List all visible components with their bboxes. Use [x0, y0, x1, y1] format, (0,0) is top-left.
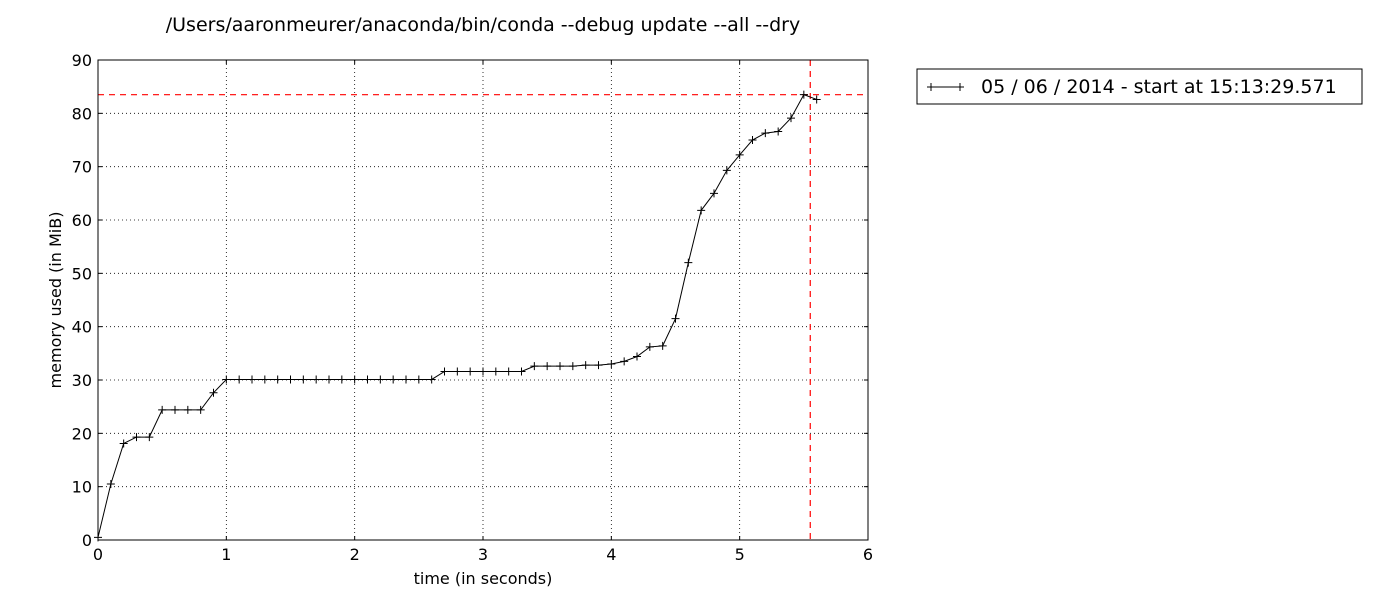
data-point-marker — [620, 357, 629, 366]
x-tick-label: 3 — [478, 545, 488, 564]
y-tick-label: 80 — [72, 104, 92, 123]
data-point-marker — [312, 375, 321, 384]
data-point-marker — [350, 375, 359, 384]
data-point-marker — [812, 95, 821, 104]
data-point-marker — [222, 375, 231, 384]
data-point-marker — [260, 375, 269, 384]
legend-series-label: 05 / 06 / 2014 - start at 15:13:29.571 — [981, 76, 1337, 98]
data-point-marker — [325, 375, 333, 384]
y-tick-label: 20 — [72, 424, 92, 443]
data-point-marker — [171, 405, 179, 414]
data-point-marker — [106, 480, 115, 488]
data-point-marker — [722, 166, 731, 175]
data-point-marker — [748, 136, 757, 144]
series-layer — [94, 90, 821, 542]
data-point-marker — [581, 361, 590, 370]
legend-marker — [927, 83, 935, 91]
data-point-marker — [645, 342, 654, 351]
data-point-marker — [209, 388, 218, 397]
data-point-marker — [504, 367, 513, 376]
data-point-marker — [196, 405, 205, 414]
data-point-marker — [402, 375, 410, 384]
data-point-marker — [568, 362, 577, 371]
legend-markers — [927, 83, 964, 91]
data-point-marker — [389, 375, 398, 384]
data-point-marker — [286, 375, 295, 384]
data-point-marker — [119, 439, 128, 448]
legend-box — [916, 68, 1363, 105]
data-point-marker — [376, 375, 385, 384]
data-point-marker — [491, 367, 500, 376]
data-point-marker — [453, 367, 462, 376]
data-point-marker — [556, 362, 564, 371]
x-tick-label: 4 — [606, 545, 616, 564]
legend: 05 / 06 / 2014 - start at 15:13:29.571 — [916, 68, 1363, 105]
data-point-marker — [248, 375, 256, 384]
y-tick-label: 50 — [72, 264, 92, 283]
data-point-marker — [607, 360, 616, 368]
reference-lines — [98, 60, 868, 540]
data-point-marker — [697, 206, 706, 215]
chart-title: /Users/aaronmeurer/anaconda/bin/conda --… — [166, 14, 801, 36]
data-point-marker — [440, 367, 449, 376]
y-tick-label: 60 — [72, 211, 92, 230]
data-point-marker — [235, 375, 244, 384]
data-point-marker — [543, 362, 552, 371]
data-point-marker — [761, 129, 770, 138]
data-point-marker — [183, 405, 192, 414]
data-point-marker — [479, 367, 487, 376]
data-point-marker — [517, 367, 526, 376]
y-tick-label: 70 — [72, 158, 92, 177]
x-tick-label: 1 — [221, 545, 231, 564]
x-tick-label: 0 — [93, 545, 103, 564]
grid-layer — [98, 60, 868, 540]
x-tick-label: 6 — [863, 545, 873, 564]
legend-marker — [956, 83, 964, 91]
data-point-marker — [735, 150, 744, 159]
data-point-marker — [774, 127, 783, 136]
data-point-marker — [414, 375, 423, 384]
y-tick-label: 0 — [82, 531, 92, 550]
data-point-marker — [363, 375, 372, 384]
data-point-marker — [799, 90, 808, 99]
y-tick-label: 40 — [72, 318, 92, 337]
data-point-marker — [337, 375, 346, 384]
data-point-marker — [633, 352, 641, 361]
data-point-marker — [671, 314, 680, 323]
data-point-marker — [132, 433, 141, 442]
data-point-marker — [273, 375, 282, 384]
data-point-marker — [594, 361, 603, 370]
x-axis-label: time (in seconds) — [414, 569, 553, 588]
series-line — [97, 94, 817, 538]
data-point-marker — [158, 405, 167, 414]
x-tick-label: 2 — [350, 545, 360, 564]
data-point-marker — [145, 433, 154, 442]
data-point-marker — [530, 362, 539, 371]
data-point-marker — [684, 258, 693, 267]
data-point-marker — [658, 341, 667, 350]
data-point-marker — [710, 189, 718, 198]
y-tick-label: 10 — [72, 478, 92, 497]
data-point-marker — [466, 367, 475, 376]
x-tick-label: 5 — [735, 545, 745, 564]
data-point-marker — [299, 375, 308, 384]
y-tick-label: 90 — [72, 51, 92, 70]
y-tick-label: 30 — [72, 371, 92, 390]
y-axis-label: memory used (in MiB) — [46, 212, 65, 389]
data-point-marker — [787, 114, 795, 123]
data-point-marker — [427, 375, 436, 384]
